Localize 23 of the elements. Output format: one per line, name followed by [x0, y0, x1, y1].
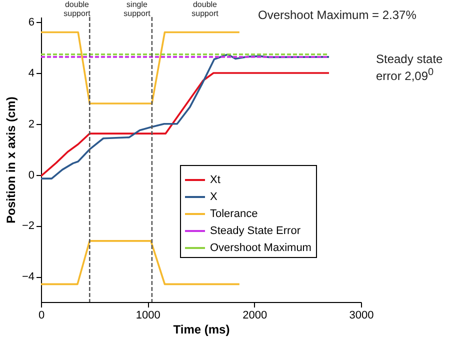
- line-series: [41, 72, 330, 177]
- legend-label: X: [210, 191, 218, 203]
- y-axis-title: Position in x axis (cm): [4, 96, 18, 224]
- y-tick-label: 0: [28, 169, 34, 182]
- text: Steady state error 2,09$^{0}$: [376, 52, 444, 84]
- annotation: double support: [62, 0, 92, 18]
- x-tick-label: 1000: [136, 310, 160, 322]
- legend-label: Overshoot Maximum: [210, 242, 312, 254]
- annotation: single support: [122, 0, 152, 18]
- annotation: double support: [190, 0, 220, 18]
- x-axis-title: Time (ms): [173, 322, 230, 336]
- legend-label: Tolerance: [210, 208, 258, 220]
- legend-label: Steady State Error: [210, 225, 301, 237]
- y-tick-label: −4: [22, 271, 34, 284]
- y-tick-label: −2: [22, 220, 34, 232]
- y-tick-label: 4: [28, 67, 34, 80]
- annotation: Overshoot Maximum = 2.37%: [258, 8, 418, 23]
- x-tick-label: 0: [38, 310, 45, 322]
- y-tick-label: 2: [28, 118, 34, 130]
- x-tick-label: 2000: [242, 310, 268, 322]
- x-tick-label: 3000: [349, 310, 374, 322]
- legend-label: Xt: [210, 174, 220, 186]
- y-tick-label: 6: [28, 16, 34, 29]
